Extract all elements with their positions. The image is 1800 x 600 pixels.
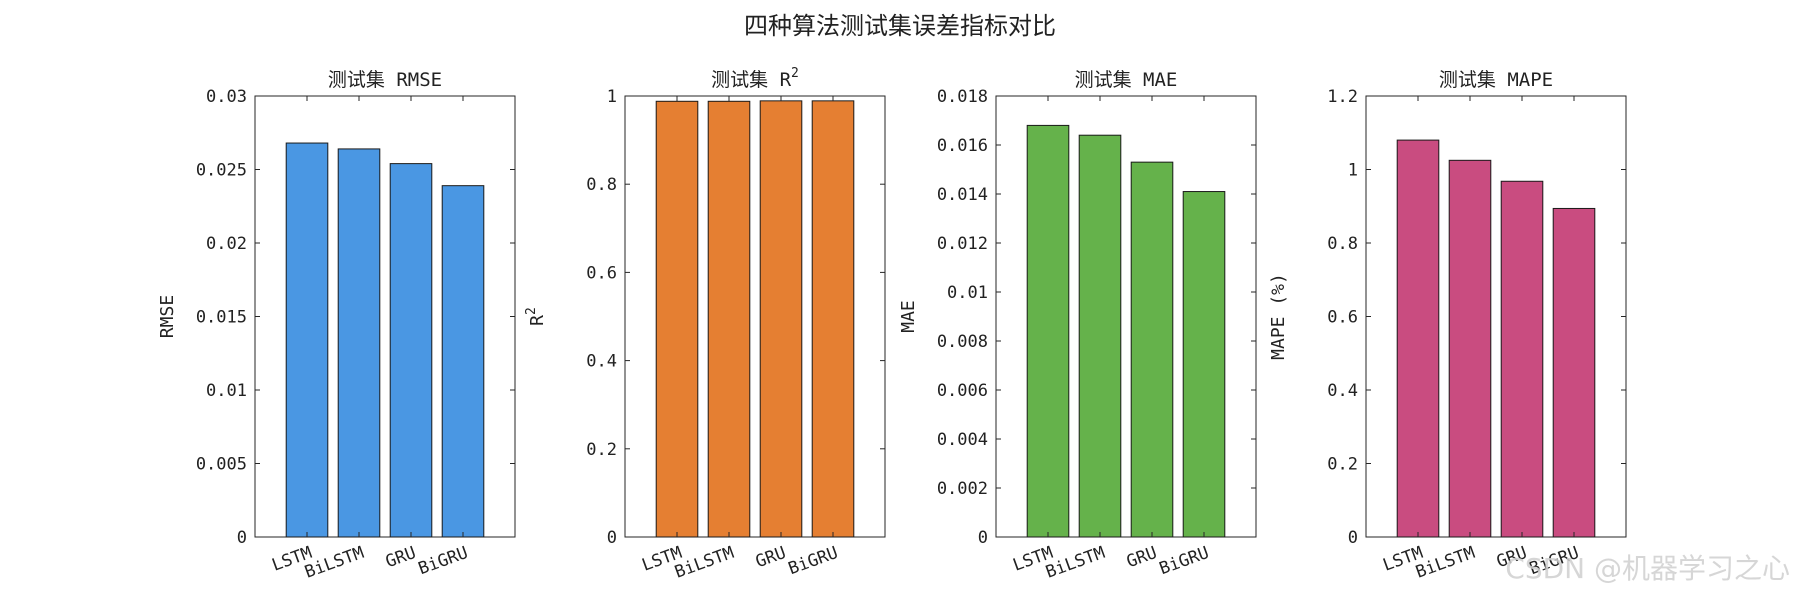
chart-mae: 测试集 MAE 0 0.002 0.004 0.006 0.008 0.01 0.012 0.0… xyxy=(898,69,1257,583)
bar-gru xyxy=(1130,161,1174,538)
y-tick-label: 0 xyxy=(1348,528,1358,548)
x-tick-label-bilstm: BiLSTM xyxy=(302,543,367,583)
chart-rmse: 测试集 RMSE 0 0.005 0.01 0.015 0.02 0.025 0.03 RMSE… xyxy=(157,69,516,583)
y-tick-label: 0.03 xyxy=(206,87,247,107)
watermark: CSDN @机器学习之心 xyxy=(1505,552,1790,585)
bar-bilstm xyxy=(707,100,751,538)
x-tick-label-bigru: BiGRU xyxy=(786,543,841,579)
y-tick-label: 0.8 xyxy=(1327,234,1358,254)
chart-title: 测试集 R2 xyxy=(711,66,799,91)
y-axis-label-text: R xyxy=(527,315,548,326)
x-tick-label-bilstm: BiLSTM xyxy=(1413,543,1478,583)
y-tick-label: 0.004 xyxy=(937,430,988,450)
y-tick-label: 0.018 xyxy=(937,87,988,107)
x-tick-label-bilstm: BiLSTM xyxy=(672,543,737,583)
chart-title: 测试集 MAPE xyxy=(1439,69,1553,91)
y-axis-label-superscript: 2 xyxy=(524,307,539,315)
chart-panels: 测试集 RMSE 0 0.005 0.01 0.015 0.02 0.025 0.03 RMSE… xyxy=(157,66,1627,583)
y-tick-label: 1 xyxy=(1348,161,1358,181)
y-tick-label: 0.6 xyxy=(586,263,617,283)
y-tick-label: 0.4 xyxy=(1327,381,1358,401)
bar-lstm xyxy=(655,100,699,538)
x-tick-label-bigru: BiGRU xyxy=(416,543,471,579)
x-tick-label-bilstm: BiLSTM xyxy=(1043,543,1108,583)
y-tick-label: 0.025 xyxy=(196,161,247,181)
y-tick-label: 0.005 xyxy=(196,455,247,475)
y-tick-label: 1 xyxy=(607,87,617,107)
y-axis-label-text: MAPE (%) xyxy=(1268,273,1289,360)
x-tick-label-gru: GRU xyxy=(753,543,789,572)
y-tick-label: 0.01 xyxy=(947,283,988,303)
y-tick-label: 0 xyxy=(978,528,988,548)
y-tick-label: 0 xyxy=(607,528,617,548)
y-tick-label: 0.6 xyxy=(1327,308,1358,328)
chart-title-text: 测试集 MAE xyxy=(1075,69,1178,91)
bar-bigru xyxy=(811,100,855,538)
chart-title-text: 测试集 RMSE xyxy=(328,69,442,91)
bar-bilstm xyxy=(1448,159,1492,538)
figure-title: 四种算法测试集误差指标对比 xyxy=(744,12,1056,40)
chart-title-superscript: 2 xyxy=(791,66,799,81)
x-tick-label-bigru: BiGRU xyxy=(1157,543,1212,579)
y-tick-label: 0.016 xyxy=(937,136,988,156)
y-tick-label: 0.006 xyxy=(937,381,988,401)
x-tick-label-gru: GRU xyxy=(383,543,419,572)
bar-lstm xyxy=(1396,139,1440,538)
y-tick-label: 0.4 xyxy=(586,352,617,372)
y-axis-label: MAPE (%) xyxy=(1268,273,1289,360)
y-axis-label: R2 xyxy=(524,307,548,326)
chart-title: 测试集 RMSE xyxy=(328,69,442,91)
bar-bilstm xyxy=(337,148,381,538)
y-axis-label: RMSE xyxy=(157,295,178,338)
y-axis-label-text: RMSE xyxy=(157,295,178,338)
y-tick-label: 0.01 xyxy=(206,381,247,401)
bar-bigru xyxy=(441,185,485,538)
y-tick-label: 0.002 xyxy=(937,479,988,499)
x-tick-label-gru: GRU xyxy=(1124,543,1160,572)
y-tick-label: 1.2 xyxy=(1327,87,1358,107)
bar-gru xyxy=(759,100,803,538)
bar-lstm xyxy=(285,142,329,538)
bar-gru xyxy=(389,163,433,538)
chart-title-text: 测试集 R xyxy=(711,69,791,91)
bar-bigru xyxy=(1552,207,1596,538)
bar-lstm xyxy=(1026,124,1070,538)
y-tick-label: 0.2 xyxy=(586,440,617,460)
y-tick-label: 0.2 xyxy=(1327,455,1358,475)
y-tick-label: 0.014 xyxy=(937,185,988,205)
y-axis-label: MAE xyxy=(898,300,919,333)
chart-title-text: 测试集 MAPE xyxy=(1439,69,1553,91)
chart-title: 测试集 MAE xyxy=(1075,69,1178,91)
y-tick-label: 0.02 xyxy=(206,234,247,254)
y-tick-label: 0 xyxy=(237,528,247,548)
y-tick-label: 0.015 xyxy=(196,308,247,328)
bar-gru xyxy=(1500,180,1544,538)
bar-bigru xyxy=(1182,191,1226,538)
y-tick-label: 0.012 xyxy=(937,234,988,254)
y-axis-label-text: MAE xyxy=(898,300,919,333)
bar-bilstm xyxy=(1078,134,1122,538)
y-tick-label: 0.008 xyxy=(937,332,988,352)
y-tick-label: 0.8 xyxy=(586,175,617,195)
